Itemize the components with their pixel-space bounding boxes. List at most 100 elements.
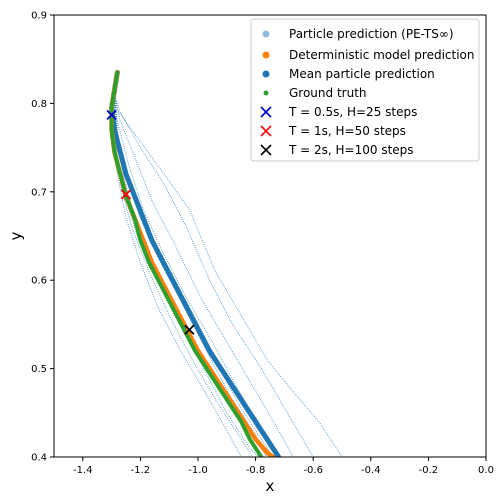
- particle-point: [291, 419, 293, 422]
- particle-point: [131, 129, 133, 131]
- particle-point: [175, 246, 177, 248]
- particle-point: [216, 413, 218, 415]
- particle-point: [136, 141, 138, 143]
- legend-item-mean: Mean particle prediction: [262, 67, 435, 81]
- particle-point: [251, 454, 253, 456]
- marker-t-05s: [106, 109, 117, 121]
- particle-point: [211, 359, 213, 362]
- particle-point: [154, 300, 156, 302]
- particle-point: [309, 411, 311, 413]
- particle-point: [236, 386, 238, 388]
- particle-point: [160, 311, 162, 314]
- particle-point: [151, 157, 154, 159]
- particle-point: [271, 418, 273, 420]
- particle-point: [283, 439, 285, 441]
- particle-point: [213, 268, 215, 270]
- particle-point: [205, 248, 207, 250]
- particle-point: [134, 183, 136, 185]
- particle-point: [200, 374, 202, 376]
- particle-point: [147, 190, 149, 192]
- particle-point: [247, 418, 249, 420]
- particle-point: [146, 278, 148, 280]
- particle-point: [242, 436, 244, 438]
- particle-point: [227, 431, 229, 433]
- particle-point: [152, 294, 154, 296]
- particle-point: [177, 211, 180, 213]
- particle-point: [187, 207, 189, 209]
- particle-point: [152, 202, 154, 204]
- particle-point: [301, 401, 303, 403]
- particle-point: [296, 396, 298, 398]
- particle-point: [136, 161, 138, 164]
- particle-point: [217, 403, 219, 405]
- particle-point: [240, 336, 242, 338]
- particle-point: [170, 268, 173, 270]
- particle-point: [278, 374, 281, 376]
- legend-marker-deterministic: [262, 51, 270, 59]
- particle-point: [254, 358, 256, 360]
- particle-point: [225, 339, 227, 341]
- particle-point: [148, 152, 150, 154]
- particle-point: [122, 117, 124, 119]
- particle-point: [185, 347, 187, 349]
- particle-point: [172, 272, 175, 274]
- particle-point: [132, 151, 134, 153]
- particle-point: [249, 381, 252, 383]
- particle-point: [141, 204, 143, 206]
- particle-point: [257, 343, 259, 345]
- particle-point: [161, 249, 163, 251]
- particle-point: [234, 445, 236, 447]
- particle-point: [204, 392, 207, 394]
- particle-point: [233, 380, 235, 382]
- particle-point: [140, 263, 142, 266]
- particle-point: [276, 428, 279, 430]
- particle-point: [220, 420, 223, 422]
- particle-point: [210, 381, 212, 383]
- particle-point: [199, 372, 201, 374]
- particle-point: [213, 289, 216, 291]
- particle-point: [137, 143, 139, 145]
- particle-point: [238, 333, 240, 335]
- particle-point: [248, 451, 250, 453]
- particle-point: [289, 387, 291, 389]
- particle-point: [123, 119, 126, 121]
- legend-item-t1: T = 1s, H=50 steps: [260, 124, 406, 138]
- particle-point: [129, 168, 131, 171]
- particle-point: [249, 330, 251, 332]
- particle-point: [249, 447, 251, 449]
- particle-point: [154, 205, 156, 207]
- particle-point: [216, 401, 218, 403]
- particle-point: [124, 211, 126, 213]
- particle-point: [230, 349, 232, 351]
- particle-point: [179, 254, 181, 256]
- particle-point: [210, 260, 212, 262]
- particle-point: [331, 441, 333, 443]
- particle-point: [137, 163, 139, 166]
- particle-point: [224, 426, 226, 428]
- particle-point: [199, 257, 201, 259]
- particle-point: [334, 445, 336, 447]
- particle-point: [238, 452, 240, 454]
- particle-point: [208, 377, 210, 379]
- particle-point: [246, 376, 248, 378]
- particle-point: [245, 414, 247, 416]
- particle-point: [212, 385, 214, 387]
- particle-point: [205, 371, 207, 373]
- particle-point: [196, 227, 198, 229]
- particle-point: [216, 295, 219, 297]
- particle-point: [116, 105, 118, 107]
- particle-point: [223, 412, 225, 414]
- particle-point: [184, 224, 187, 226]
- particle-point: [122, 173, 124, 175]
- particle-point: [255, 431, 258, 433]
- particle-point: [118, 126, 120, 128]
- particle-point: [127, 139, 129, 141]
- particle-point: [207, 375, 209, 377]
- x-axis-label: x: [266, 477, 275, 495]
- particle-point: [251, 353, 253, 355]
- particle-point: [219, 300, 222, 302]
- particle-point: [127, 160, 129, 162]
- particle-point: [160, 170, 163, 172]
- particle-point: [286, 412, 288, 414]
- marker-t-1s: [120, 189, 132, 200]
